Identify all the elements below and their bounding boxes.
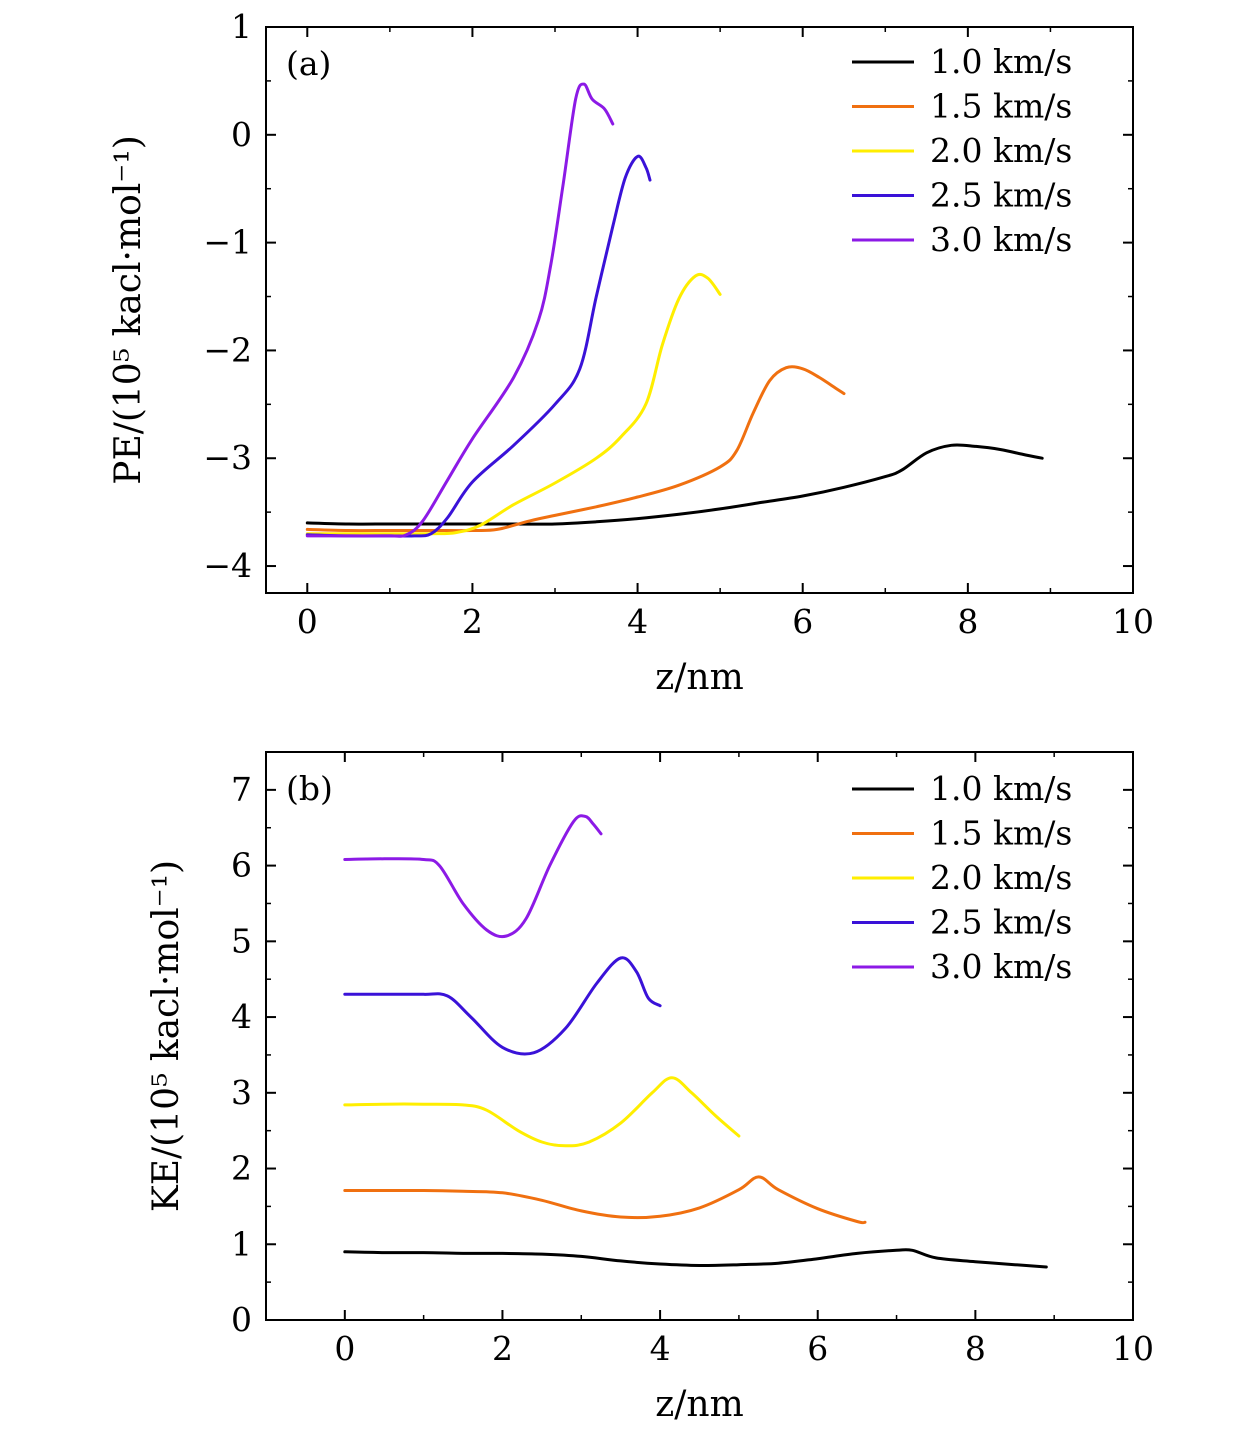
x-tick-label: 2 [462, 602, 483, 641]
legend-entry-label: 3.0 km/s [930, 947, 1072, 986]
series-line-1-0-km-s [305, 443, 1044, 526]
x-tick-label: 0 [334, 1329, 355, 1368]
y-tick-label: 3 [231, 1073, 252, 1112]
y-axis-label: PE/(10⁵ kacl·mol⁻¹) [108, 135, 149, 485]
y-tick-label: 4 [231, 997, 252, 1036]
series-line-1-5-km-s [305, 365, 846, 533]
legend-entry-label: 2.0 km/s [930, 131, 1072, 170]
plot-frame [265, 26, 1134, 594]
legend-entry-label: 1.5 km/s [930, 814, 1072, 853]
y-tick-label: 5 [231, 921, 252, 960]
x-tick-label: 10 [1112, 1329, 1154, 1368]
x-tick-label: 8 [957, 602, 978, 641]
legend-entry-label: 2.5 km/s [930, 176, 1072, 215]
x-axis-label: z/nm [655, 657, 743, 698]
y-tick-label: 0 [231, 115, 252, 154]
y-tick-label: −4 [203, 546, 252, 585]
y-tick-label: −1 [203, 223, 252, 262]
legend-entry-label: 2.5 km/s [930, 903, 1072, 942]
y-tick-label: 2 [231, 1149, 252, 1188]
series-line-3-0-km-s [343, 814, 603, 939]
y-tick-label: −2 [203, 330, 252, 369]
chart-panel-b: 0 2 4 6 8 10 0 1 2 3 4 5 6 7 (b) z/nm KE/(10⁵ kacl·mol⁻¹… [146, 751, 1154, 1425]
series-line-1-5-km-s [343, 1175, 867, 1225]
series-line-2-5-km-s [305, 154, 652, 538]
x-tick-label: 4 [627, 602, 648, 641]
x-tick-label: 4 [650, 1329, 671, 1368]
legend: 1.0 km/s 1.5 km/s 2.0 km/s 2.5 km/s 3.0 km/s [852, 769, 1072, 986]
legend-entry-label: 1.5 km/s [930, 87, 1072, 126]
x-tick-label: 6 [807, 1329, 828, 1368]
y-tick-label: 1 [231, 1224, 252, 1263]
y-tick-label: 6 [231, 846, 252, 885]
series-line-2-0-km-s [343, 1076, 741, 1148]
x-tick-label: 6 [792, 602, 813, 641]
plot-frame [265, 751, 1134, 1321]
series-line-1-0-km-s [343, 1248, 1048, 1269]
legend-entry-label: 2.0 km/s [930, 858, 1072, 897]
y-tick-label: 0 [231, 1300, 252, 1339]
series-line-2-0-km-s [305, 272, 722, 536]
y-axis-label: KE/(10⁵ kacl·mol⁻¹) [146, 860, 187, 1212]
panel-label: (b) [286, 769, 333, 808]
series-line-2-5-km-s [343, 956, 662, 1056]
legend-entry-label: 3.0 km/s [930, 220, 1072, 259]
y-tick-label: −3 [203, 438, 252, 477]
x-tick-label: 10 [1112, 602, 1154, 641]
y-tick-label: 1 [231, 7, 252, 46]
x-tick-label: 0 [297, 602, 318, 641]
legend-entry-label: 1.0 km/s [930, 42, 1072, 81]
y-tick-label: 7 [231, 770, 252, 809]
x-tick-label: 8 [965, 1329, 986, 1368]
legend-entry-label: 1.0 km/s [930, 769, 1072, 808]
panel-label: (a) [286, 44, 331, 83]
series-line-3-0-km-s [305, 82, 615, 538]
x-axis-label: z/nm [655, 1384, 743, 1425]
x-tick-label: 2 [492, 1329, 513, 1368]
legend: 1.0 km/s 1.5 km/s 2.0 km/s 2.5 km/s 3.0 km/s [852, 42, 1072, 259]
